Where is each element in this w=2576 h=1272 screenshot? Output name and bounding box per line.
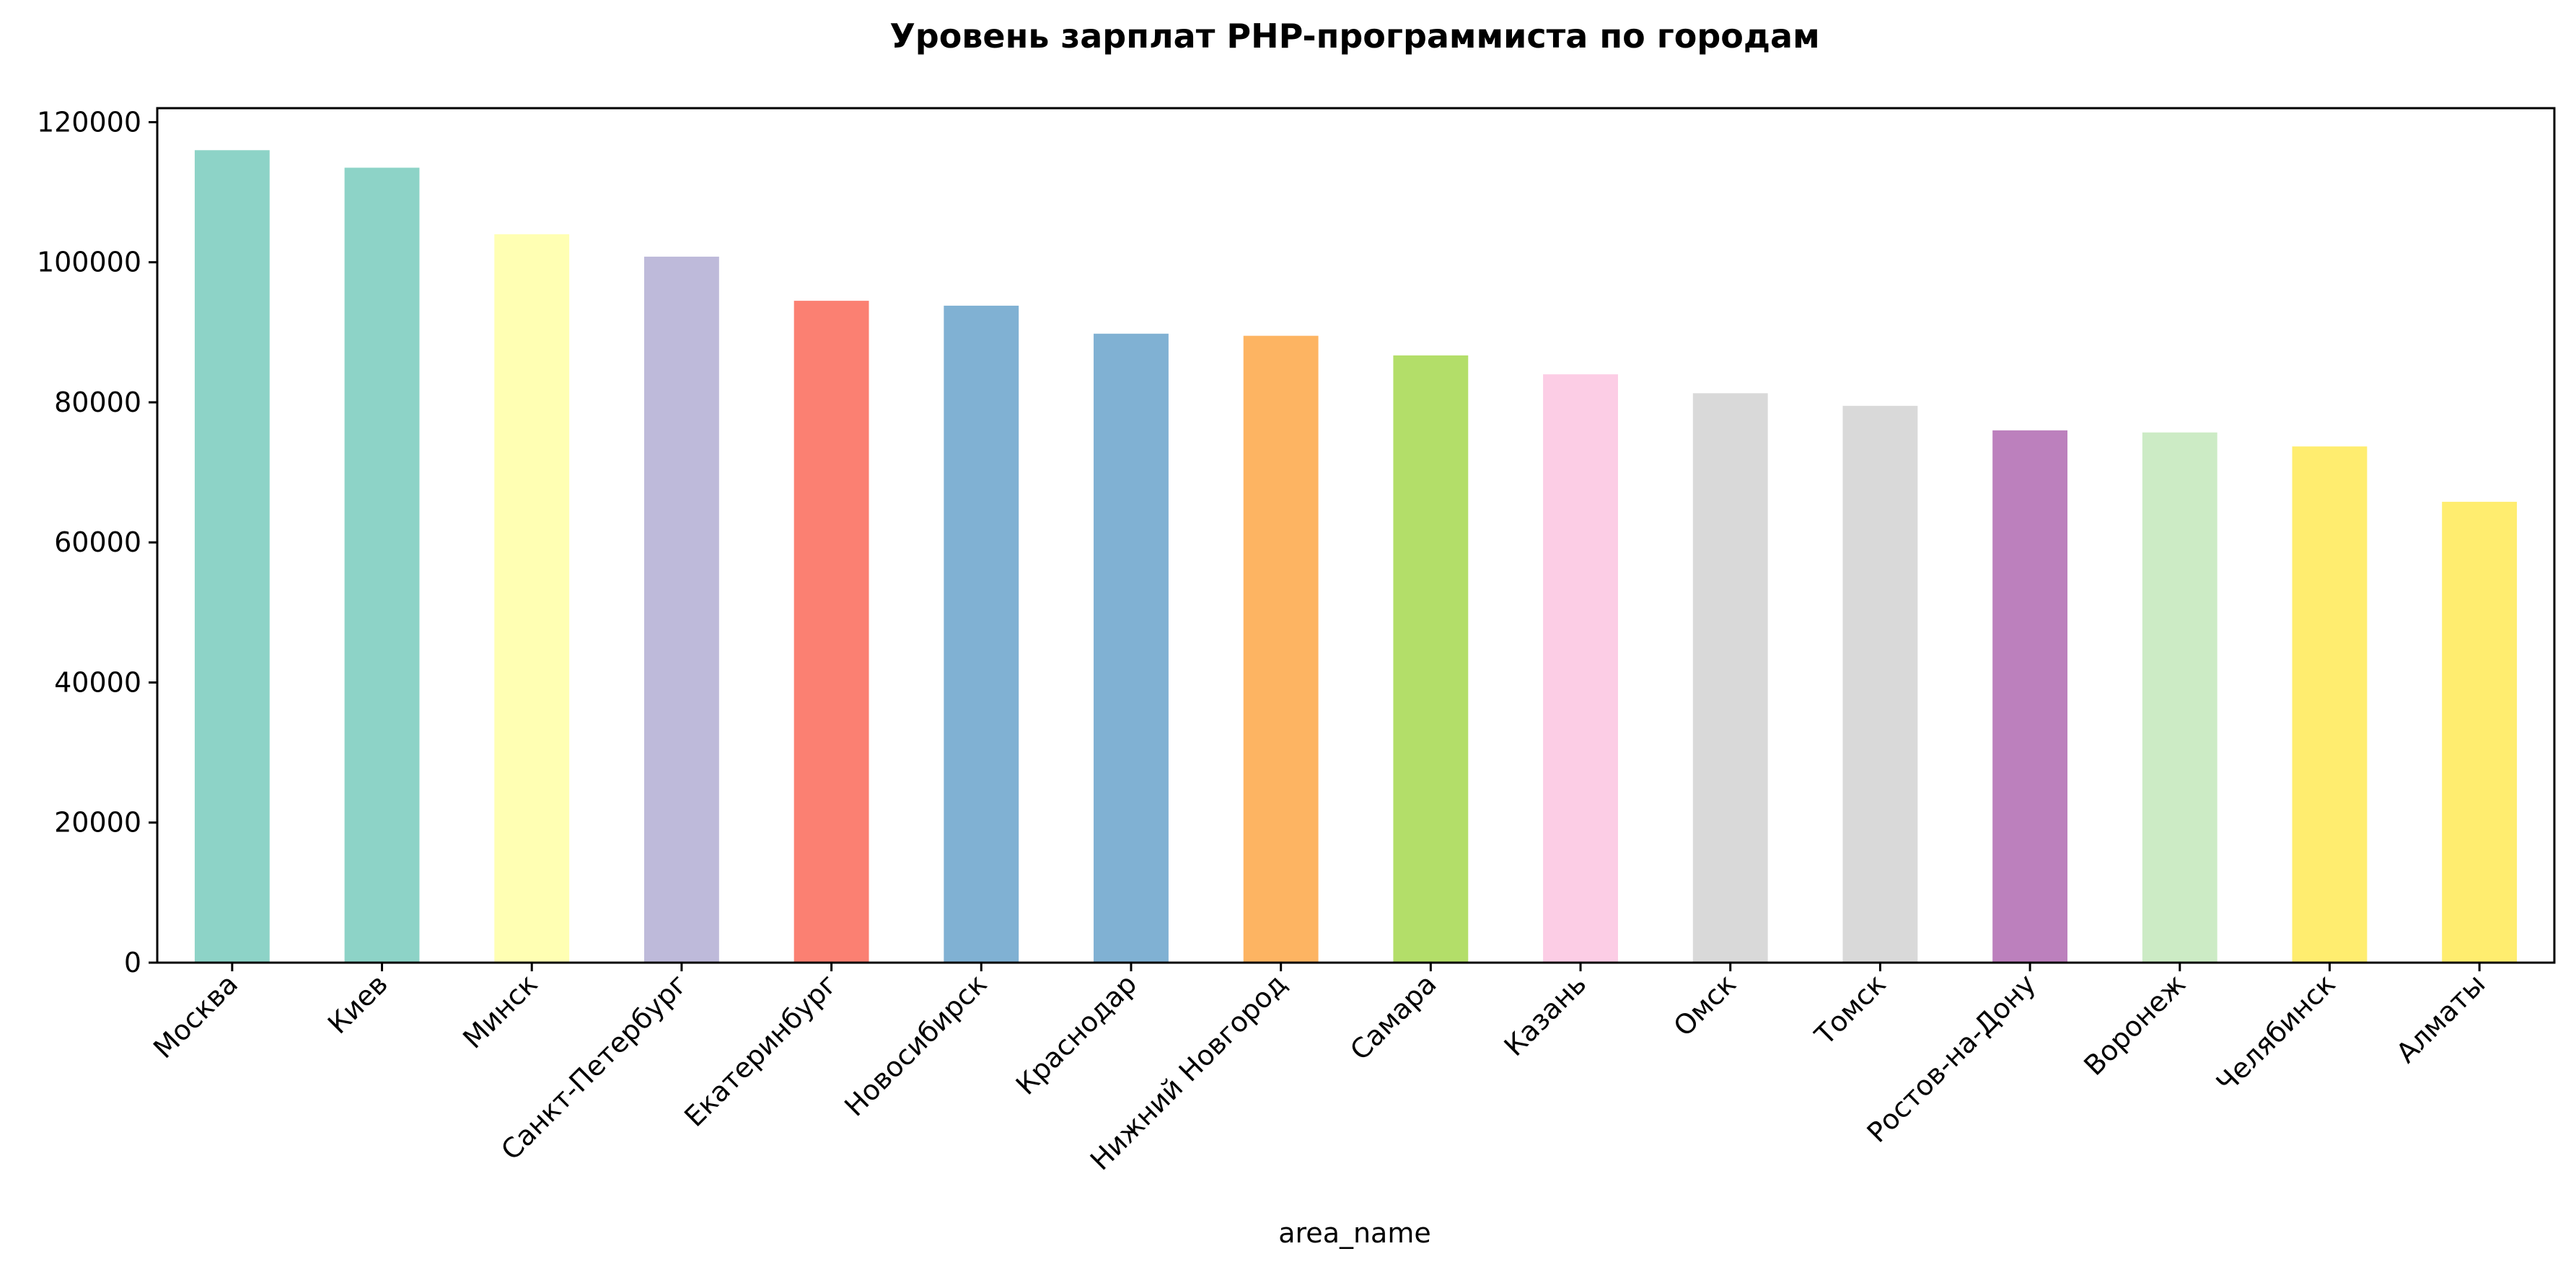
x-tick-label: Воронеж — [2078, 968, 2192, 1082]
bar-11 — [1842, 405, 1918, 963]
bar-8 — [1393, 355, 1469, 963]
chart-title: Уровень зарплат PHP-программиста по горо… — [889, 17, 1819, 56]
x-tick-label: Томск — [1808, 968, 1892, 1051]
y-tick-label: 40000 — [54, 666, 141, 698]
x-axis: Москва Киев МинскСанкт-ПетербургЕкатеринбу… — [147, 963, 2492, 1176]
x-tick-label: Самара — [1344, 968, 1443, 1066]
x-tick-label: Ростов-на-Дону — [1861, 968, 2042, 1149]
y-axis: 0 20000 40000 60000 80000 100000 120000 — [37, 106, 157, 979]
x-tick-label: Алматы — [2390, 968, 2491, 1069]
bar-1 — [344, 167, 420, 963]
x-tick-label: Екатеринбург — [678, 968, 843, 1133]
y-tick-label: 0 — [124, 947, 141, 979]
bar-10 — [1692, 393, 1768, 963]
x-tick-label: Омск — [1668, 968, 1743, 1043]
bar-7 — [1243, 335, 1319, 963]
x-tick-label: Челябинск — [2210, 968, 2342, 1099]
bar-3 — [643, 256, 719, 963]
x-tick-label: Киев — [322, 968, 394, 1040]
bar-5 — [944, 305, 1019, 963]
bar-12 — [1992, 430, 2068, 963]
bars-group — [194, 150, 2518, 963]
bar-4 — [794, 301, 869, 963]
bar-13 — [2142, 432, 2217, 963]
plot-frame — [156, 107, 2556, 964]
x-tick-label: Москва — [147, 968, 244, 1064]
bar-14 — [2292, 446, 2368, 963]
x-axis-label: area_name — [1278, 1217, 1431, 1249]
y-tick-label: 80000 — [54, 387, 141, 418]
x-tick-label: Новосибирск — [838, 968, 993, 1122]
y-tick-label: 120000 — [37, 106, 141, 138]
y-tick-label: 100000 — [37, 247, 141, 278]
x-tick-label: Минск — [457, 968, 543, 1054]
bar-6 — [1094, 333, 1169, 963]
x-tick-label: Казань — [1498, 968, 1593, 1062]
y-tick-label: 20000 — [54, 807, 141, 839]
bar-9 — [1543, 374, 1618, 963]
bar-0 — [194, 150, 270, 963]
bar-15 — [2442, 501, 2518, 963]
bar-2 — [494, 234, 570, 963]
x-tick-label: Краснодар — [1010, 968, 1143, 1101]
y-tick-label: 60000 — [54, 526, 141, 558]
